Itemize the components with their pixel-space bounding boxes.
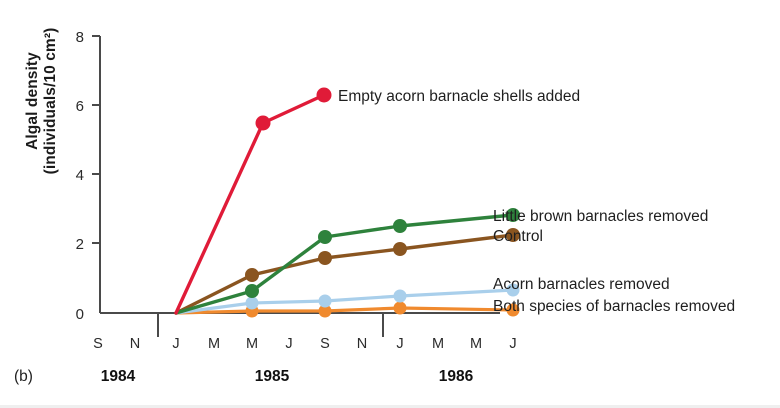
data-point-little-brown-removed-3[interactable] — [393, 219, 407, 233]
data-point-empty-shells-added-2[interactable] — [316, 87, 332, 103]
x-tick-label-11: J — [509, 336, 516, 352]
y-tick-label-2: 2 — [76, 236, 84, 253]
x-axis-month-labels: S N J M M J S N J M M J — [93, 336, 516, 352]
x-tick-label-7: N — [357, 336, 367, 352]
data-point-control-4[interactable] — [506, 228, 520, 242]
y-tick-label-6: 6 — [76, 98, 84, 115]
y-tick-label-4: 4 — [76, 167, 84, 184]
x-tick-label-1: N — [130, 336, 140, 352]
series-empty-acorn-barnacle-shells-added[interactable] — [174, 87, 332, 315]
data-point-both-species-2[interactable] — [318, 304, 332, 318]
data-point-empty-shells-added-1[interactable] — [255, 115, 271, 131]
x-tick-label-9: M — [432, 336, 444, 352]
x-axis-year-labels: 1984 1985 1986 — [101, 368, 474, 385]
data-point-little-brown-removed-4[interactable] — [506, 208, 520, 222]
data-point-acorn-removed-4[interactable] — [506, 283, 520, 297]
y-tick-label-0: 0 — [76, 306, 84, 323]
x-tick-label-3: M — [208, 336, 220, 352]
data-point-both-species-3[interactable] — [393, 301, 407, 315]
x-tick-label-10: M — [470, 336, 482, 352]
series-little-brown-barnacles-removed[interactable] — [174, 208, 520, 315]
data-point-control-1[interactable] — [245, 268, 259, 282]
annotation-control: Control — [493, 228, 543, 245]
x-tick-label-8: J — [396, 336, 403, 352]
year-label-1984: 1984 — [101, 368, 136, 385]
data-point-acorn-removed-2[interactable] — [318, 294, 332, 308]
annotation-little-brown-removed: Little brown barnacles removed — [493, 208, 708, 225]
year-label-1985: 1985 — [255, 368, 290, 385]
x-tick-label-4: M — [246, 336, 258, 352]
data-point-acorn-removed-3[interactable] — [393, 289, 407, 303]
annotation-empty-shells-added: Empty acorn barnacle shells added — [338, 88, 580, 105]
panel-label: (b) — [14, 368, 33, 385]
chart-annotations: Empty acorn barnacle shells added Little… — [338, 88, 735, 315]
x-tick-label-6: S — [320, 336, 330, 352]
annotation-acorn-removed: Acorn barnacles removed — [493, 276, 670, 293]
data-point-control-3[interactable] — [393, 242, 407, 256]
data-point-acorn-removed-1[interactable] — [245, 296, 259, 310]
axis-group: 8 6 4 2 0 — [76, 29, 500, 337]
page-divider — [0, 405, 780, 408]
data-point-control-2[interactable] — [318, 251, 332, 265]
annotation-both-species-removed: Both species of barnacles removed — [493, 298, 735, 315]
series-acorn-barnacles-removed[interactable] — [174, 283, 520, 315]
y-tick-label-8: 8 — [76, 29, 84, 46]
x-tick-label-5: J — [285, 336, 292, 352]
series-control[interactable] — [174, 228, 520, 315]
x-tick-label-2: J — [172, 336, 179, 352]
year-label-1986: 1986 — [439, 368, 474, 385]
data-point-little-brown-removed-1[interactable] — [245, 284, 259, 298]
series-both-species-of-barnacles-removed[interactable] — [174, 301, 520, 318]
data-point-both-species-4[interactable] — [506, 303, 520, 317]
x-tick-label-0: S — [93, 336, 103, 352]
data-point-little-brown-removed-2[interactable] — [318, 230, 332, 244]
